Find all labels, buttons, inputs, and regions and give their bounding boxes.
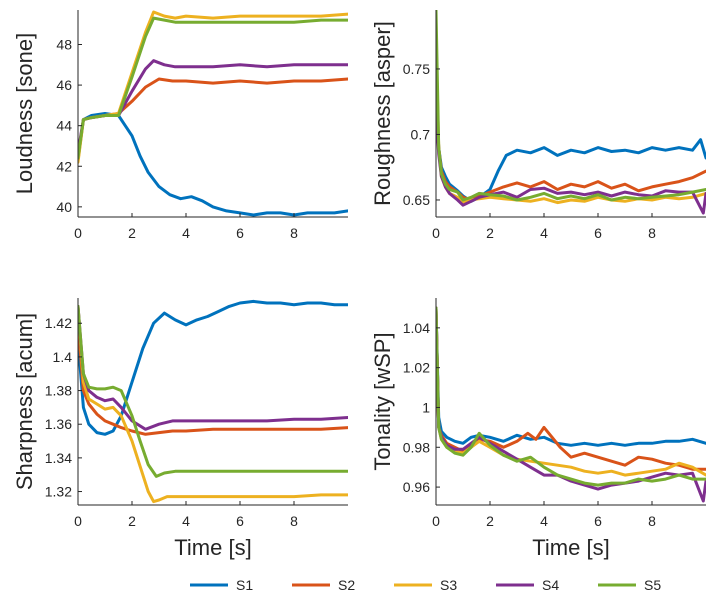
sharpness-line-s5: [78, 304, 348, 478]
legend-entry-s4: S4: [496, 577, 559, 593]
sharpness-y-tick-label: 1.36: [45, 416, 72, 432]
loudness-line-s1: [78, 112, 348, 217]
loudness-x-tick-label: 0: [74, 225, 82, 241]
legend-entry-s1: S1: [190, 577, 253, 593]
legend-entry-s5: S5: [598, 577, 661, 593]
tonality-y-axis-label: Tonality [wSP]: [370, 332, 395, 470]
tonality-line-s3: [436, 306, 706, 477]
tonality-y-tick-label: 1.04: [403, 320, 430, 336]
loudness-y-tick-label: 46: [56, 77, 72, 93]
sharpness-x-tick-label: 2: [128, 513, 136, 529]
sharpness-line-s3: [78, 304, 348, 504]
roughness-y-tick-label: 0.75: [403, 61, 430, 77]
loudness-line-s4: [78, 59, 348, 154]
loudness-y-tick-label: 44: [56, 118, 72, 134]
loudness-line-s3: [78, 10, 348, 164]
legend-label-s4: S4: [542, 577, 559, 593]
loudness-line-s2: [78, 77, 348, 162]
legend-label-s3: S3: [440, 577, 457, 593]
tonality-series-group: [436, 306, 706, 503]
roughness-line-s2: [436, 93, 706, 202]
sharpness-y-tick-label: 1.32: [45, 484, 72, 500]
loudness-y-tick-label: 48: [56, 37, 72, 53]
sharpness-y-tick-label: 1.34: [45, 450, 72, 466]
tonality-chart: 0 2 4 6 8 0.96 0.98 1 1.02 1.04 Tonality [wSP] Time…: [370, 298, 706, 560]
sharpness-series-group: [78, 299, 348, 504]
loudness-x-tick-label: 8: [290, 225, 298, 241]
roughness-y-axis-label: Roughness [asper]: [370, 21, 395, 206]
roughness-x-tick-label: 2: [486, 225, 494, 241]
sharpness-y-tick-label: 1.42: [45, 315, 72, 331]
tonality-x-tick-label: 8: [648, 513, 656, 529]
sharpness-line-s4: [78, 304, 348, 431]
roughness-x-tick-label: 4: [540, 225, 548, 241]
loudness-y-tick-label: 40: [56, 199, 72, 215]
tonality-line-s5: [436, 306, 706, 487]
loudness-y-tick-label: 42: [56, 158, 72, 174]
roughness-chart: 0 2 4 6 8 0.65 0.7 0.75 Roughness [asper]: [370, 10, 706, 241]
legend-label-s2: S2: [338, 577, 355, 593]
roughness-x-tick-label: 0: [432, 225, 440, 241]
roughness-y-tick-label: 0.7: [411, 126, 431, 142]
tonality-x-tick-label: 2: [486, 513, 494, 529]
legend-label-s5: S5: [644, 577, 661, 593]
roughness-series-group: [436, 10, 706, 215]
tonality-x-tick-label: 0: [432, 513, 440, 529]
loudness-series-group: [78, 10, 348, 217]
sharpness-x-axis-label: Time [s]: [174, 535, 251, 560]
tonality-x-tick-label: 4: [540, 513, 548, 529]
sharpness-x-tick-label: 0: [74, 513, 82, 529]
tonality-y-tick-label: 0.96: [403, 479, 430, 495]
tonality-y-tick-label: 1: [422, 399, 430, 415]
loudness-x-tick-label: 4: [182, 225, 190, 241]
tonality-y-tick-label: 1.02: [403, 360, 430, 376]
sharpness-line-s2: [78, 321, 348, 436]
legend: S1 S2 S3 S4 S5: [190, 577, 661, 593]
legend-entry-s3: S3: [394, 577, 457, 593]
tonality-x-axis-label: Time [s]: [532, 535, 609, 560]
roughness-line-s4: [436, 106, 706, 215]
legend-label-s1: S1: [236, 577, 253, 593]
legend-entry-s2: S2: [292, 577, 355, 593]
roughness-x-tick-label: 8: [648, 225, 656, 241]
loudness-y-axis-label: Loudness [sone]: [12, 33, 37, 194]
tonality-x-tick-label: 6: [594, 513, 602, 529]
roughness-x-tick-label: 6: [594, 225, 602, 241]
loudness-x-tick-label: 2: [128, 225, 136, 241]
tonality-y-tick-label: 0.98: [403, 439, 430, 455]
roughness-line-s1: [436, 93, 706, 203]
roughness-line-s5: [436, 10, 706, 202]
loudness-x-tick-label: 6: [236, 225, 244, 241]
sharpness-chart: 0 2 4 6 8 1.32 1.34 1.36 1.38 1.4 1.42 Sharpness [a…: [12, 298, 348, 560]
sharpness-x-tick-label: 4: [182, 513, 190, 529]
roughness-y-tick-label: 0.65: [403, 192, 430, 208]
tonality-line-s1: [436, 306, 706, 447]
sharpness-y-tick-label: 1.38: [45, 383, 72, 399]
roughness-line-s3: [436, 41, 706, 205]
sharpness-y-axis-label: Sharpness [acum]: [12, 313, 37, 490]
sharpness-x-tick-label: 8: [290, 513, 298, 529]
tonality-line-s4: [436, 306, 706, 503]
sharpness-y-tick-label: 1.4: [53, 349, 73, 365]
sharpness-line-s1: [78, 299, 348, 436]
sharpness-x-tick-label: 6: [236, 513, 244, 529]
loudness-line-s5: [78, 16, 348, 160]
